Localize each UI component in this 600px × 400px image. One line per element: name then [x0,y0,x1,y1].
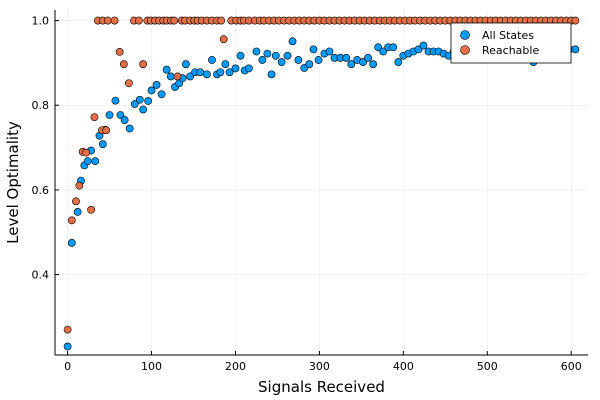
data-point-reachable [217,16,226,25]
x-tick-label: 100 [141,360,162,373]
data-point-all-states [231,64,240,73]
data-point-reachable [102,126,111,135]
x-tick-label: 600 [561,360,582,373]
data-point-all-states [309,45,318,54]
data-point-all-states [394,58,403,66]
data-point-all-states [263,49,272,58]
data-point-all-states [369,60,378,69]
y-tick-label: 0.6 [32,184,50,197]
x-tick-label: 500 [477,360,498,373]
y-axis-label: Level Optimality [4,121,22,244]
data-point-all-states [162,65,171,74]
data-point-all-states [288,37,297,46]
data-point-all-states [98,140,107,149]
data-point-reachable [87,205,95,214]
data-point-all-states [91,157,100,166]
data-point-all-states [419,41,428,50]
legend-label: All States [482,29,534,42]
data-point-all-states [147,86,156,95]
data-point-all-states [236,51,245,60]
data-point-all-states [157,90,166,99]
data-point-reachable [173,72,182,81]
data-point-all-states [139,105,148,114]
legend-box [450,22,572,64]
x-tick-label: 400 [393,360,414,373]
data-point-all-states [111,96,120,105]
data-point-all-states [120,116,129,124]
data-point-all-states [144,97,153,105]
data-point-reachable [63,325,72,334]
data-point-all-states [182,60,190,69]
y-tick-label: 1.0 [32,15,50,28]
legend: All States Reachable [450,22,572,64]
data-point-all-states [186,72,195,81]
data-point-all-states [225,68,234,77]
data-point-all-states [389,43,398,52]
y-tick-label: 0.8 [32,99,50,112]
data-point-all-states [364,53,372,62]
data-point-all-states [208,56,216,64]
data-point-all-states [216,68,225,77]
data-point-all-states [379,47,388,56]
data-point-reachable [67,216,76,225]
data-point-reachable [119,60,128,69]
data-point-all-states [283,51,292,60]
data-point-all-states [105,111,114,119]
x-tick-label: 200 [225,360,246,373]
data-point-all-states [271,51,280,60]
data-point-reachable [115,48,124,56]
data-point-all-states [252,47,261,56]
data-point-all-states [221,60,230,69]
data-point-all-states [196,68,205,77]
data-point-all-states [267,70,276,79]
data-point-all-states [125,124,134,133]
data-points [63,16,580,351]
x-tick-label: 300 [309,360,330,373]
data-point-reachable [170,16,179,25]
data-point-reachable [571,16,580,25]
data-point-all-states [244,64,253,73]
data-point-reachable [103,16,112,25]
data-point-reachable [124,79,133,88]
x-tick-label: 0 [64,360,71,373]
data-point-reachable [135,16,143,25]
data-point-all-states [571,45,580,54]
data-point-all-states [166,72,175,81]
data-point-all-states [347,60,356,69]
data-point-all-states [314,56,323,64]
data-point-reachable [219,35,228,44]
y-tick-label: 0.4 [32,269,50,282]
data-point-reachable [90,113,99,121]
data-point-all-states [325,47,334,56]
data-point-reachable [72,197,80,206]
data-point-all-states [342,53,351,62]
data-point-all-states [305,60,314,69]
data-point-all-states [294,56,303,64]
data-point-all-states [116,111,125,119]
data-point-reachable [75,181,84,190]
data-point-all-states [67,238,76,247]
data-point-all-states [374,43,383,52]
data-point-all-states [73,208,82,216]
data-point-all-states [359,58,367,66]
legend-marker [460,30,470,40]
data-point-all-states [135,95,144,104]
legend-marker [460,45,470,55]
data-point-all-states [277,58,286,66]
data-point-all-states [203,70,211,79]
data-point-reachable [139,60,148,69]
data-point-all-states [152,81,161,89]
data-point-all-states [83,157,92,166]
data-point-reachable [82,148,90,157]
data-point-all-states [258,56,267,64]
data-point-all-states [130,100,139,108]
legend-label: Reachable [482,44,539,57]
data-point-reachable [110,16,119,25]
data-point-all-states [63,342,72,351]
axes: 0 100 200 300 400 500 600 0.4 0.6 0.8 1.0 [32,10,588,373]
x-axis-label: Signals Received [258,378,385,396]
